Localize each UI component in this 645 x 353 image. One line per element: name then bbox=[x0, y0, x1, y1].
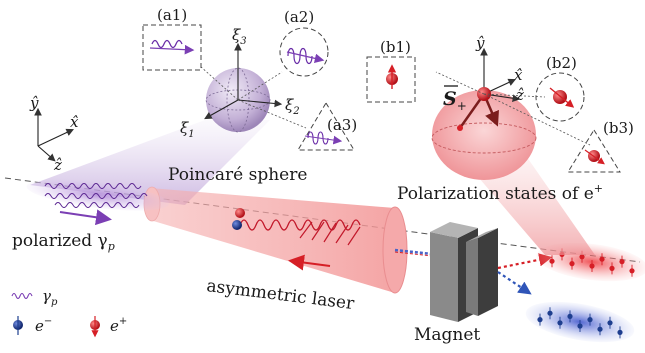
axis-label-x-hat: x̂ bbox=[70, 113, 79, 131]
spin-vector-label: S+ bbox=[443, 88, 467, 113]
axis-label-xi2: ξ2 bbox=[285, 96, 300, 117]
axis-label-x-hat-positron: x̂ bbox=[514, 66, 523, 84]
legend-gamma-icon bbox=[11, 292, 33, 300]
panel-label-b3: (b3) bbox=[603, 119, 634, 137]
legend-positron-label: e+ bbox=[110, 316, 127, 335]
panel-b3-triangle bbox=[567, 129, 621, 173]
laser-direction-arrow bbox=[288, 254, 331, 271]
panel-b1-box bbox=[366, 56, 416, 103]
poincare-sphere-label: Poincaré sphere bbox=[168, 165, 307, 185]
panel-label-b2: (b2) bbox=[546, 54, 577, 72]
magnet-label: Magnet bbox=[414, 325, 480, 345]
panel-label-b1: (b1) bbox=[380, 38, 411, 56]
a2-arrow bbox=[286, 51, 325, 64]
magnet bbox=[430, 222, 498, 322]
asymmetric-laser-label: asymmetric laser bbox=[205, 276, 356, 314]
electron-deflected-path bbox=[497, 271, 532, 295]
panel-label-a3: (a3) bbox=[327, 116, 357, 134]
panel-a3-triangle bbox=[297, 102, 355, 151]
axis-label-z-hat: ẑ bbox=[53, 156, 62, 174]
axis-label-z-hat-positron: ẑ bbox=[515, 86, 524, 104]
gamma-wiggles bbox=[44, 183, 148, 208]
panel-a1-box bbox=[142, 24, 202, 71]
panel-b2-circle bbox=[535, 72, 585, 122]
laser-wave-packet bbox=[239, 219, 361, 231]
lab-axes bbox=[34, 107, 74, 162]
a1-arrow bbox=[149, 44, 195, 55]
electron-bunch-particles bbox=[537, 307, 623, 339]
axis-label-y-hat-positron: ŷ bbox=[475, 34, 485, 52]
wave-circular-icon bbox=[287, 47, 313, 65]
polarized-gamma-label: polarized γp bbox=[12, 231, 115, 253]
polarization-states-label: Polarization states of e+ bbox=[397, 182, 603, 204]
axis-label-y-hat: ŷ bbox=[29, 94, 39, 112]
positron-produced bbox=[235, 208, 245, 218]
a3-arrow bbox=[304, 135, 343, 145]
positron-polarization-ellipsoid bbox=[431, 47, 591, 180]
legend-electron-label: e− bbox=[35, 316, 52, 335]
panel-a2-circle bbox=[279, 27, 329, 77]
laser-field-lines bbox=[299, 221, 361, 246]
electron-produced bbox=[232, 220, 242, 230]
laser-pulse bbox=[144, 188, 408, 293]
legend-gamma-label: γp bbox=[42, 287, 58, 308]
panel-label-a1: (a1) bbox=[157, 6, 187, 24]
gamma-direction-arrow bbox=[59, 209, 112, 226]
poincare-sphere bbox=[199, 42, 307, 133]
axis-label-xi3: ξ3 bbox=[232, 26, 247, 47]
axis-label-xi1: ξ1 bbox=[180, 119, 195, 140]
panel-label-a2: (a2) bbox=[284, 8, 314, 26]
wave-linear-icon bbox=[151, 39, 183, 49]
